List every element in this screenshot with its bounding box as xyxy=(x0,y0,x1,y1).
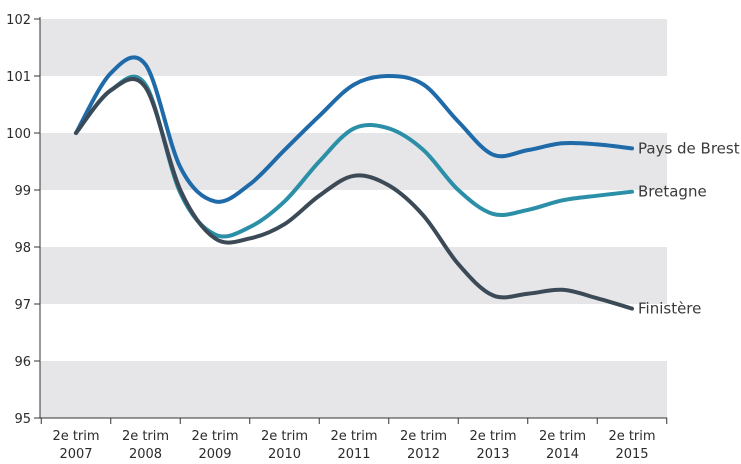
y-tick-label: 98 xyxy=(14,241,31,256)
x-tick-label: 2e trim xyxy=(469,429,516,444)
y-tick-label: 97 xyxy=(14,298,31,313)
y-tick-label: 102 xyxy=(6,13,31,28)
y-tick-label: 100 xyxy=(6,127,31,142)
y-tick-label: 95 xyxy=(14,412,31,427)
series-label: Finistère xyxy=(638,300,701,318)
x-tick-label: 2009 xyxy=(198,447,231,462)
x-tick-label: 2014 xyxy=(546,447,579,462)
x-tick-label: 2e trim xyxy=(261,429,308,444)
x-tick-label: 2013 xyxy=(476,447,509,462)
x-tick-label: 2e trim xyxy=(122,429,169,444)
x-tick-label: 2015 xyxy=(615,447,648,462)
series-line xyxy=(74,55,634,204)
x-tick-label: 2011 xyxy=(337,447,370,462)
series-label: Pays de Brest xyxy=(638,139,740,157)
grid-band xyxy=(40,361,667,418)
grid-band xyxy=(40,247,667,304)
x-tick-label: 2e trim xyxy=(330,429,377,444)
x-tick-label: 2007 xyxy=(59,447,92,462)
grid-band xyxy=(40,19,667,76)
x-tick-label: 2e trim xyxy=(191,429,238,444)
x-axis: 2e trim 2007 2e trim 2008 2e trim 2009 2e trim… xyxy=(40,417,668,462)
series-line xyxy=(74,77,634,311)
x-tick-label: 2008 xyxy=(129,447,162,462)
x-tick-label: 2012 xyxy=(407,447,440,462)
x-tick-label: 2e trim xyxy=(608,429,655,444)
x-tick-label: 2e trim xyxy=(539,429,586,444)
x-tick-label: 2e trim xyxy=(400,429,447,444)
series-lines xyxy=(74,55,634,311)
x-tick-label: 2e trim xyxy=(52,429,99,444)
y-tick-label: 101 xyxy=(6,70,31,85)
series-label: Bretagne xyxy=(638,183,707,201)
series-labels: Pays de Brest Bretagne Finistère xyxy=(638,139,740,317)
y-tick-label: 96 xyxy=(14,355,31,370)
y-tick-label: 99 xyxy=(14,184,31,199)
y-axis: 95 96 97 98 99 100 101 102 xyxy=(6,13,41,427)
x-tick-label: 2010 xyxy=(268,447,301,462)
